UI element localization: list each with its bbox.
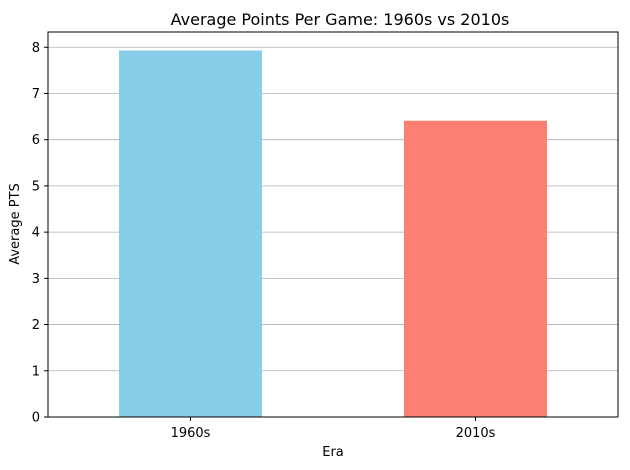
x-tick-label: 2010s bbox=[456, 426, 496, 441]
x-axis-ticks: 1960s 2010s bbox=[171, 417, 496, 441]
y-tick-label: 1 bbox=[32, 364, 40, 379]
chart-title: Average Points Per Game: 1960s vs 2010s bbox=[171, 10, 510, 29]
bar-2010s bbox=[404, 120, 547, 417]
y-tick-label: 0 bbox=[32, 411, 40, 426]
y-tick-label: 5 bbox=[32, 179, 40, 194]
bar-1960s bbox=[119, 50, 262, 417]
x-tick-label: 1960s bbox=[171, 426, 211, 441]
plot-frame bbox=[47, 31, 619, 418]
y-axis-label: Average PTS bbox=[8, 183, 23, 265]
y-tick-label: 6 bbox=[32, 133, 40, 148]
y-tick-label: 3 bbox=[32, 272, 40, 287]
y-axis-ticks: 0 1 2 3 4 5 6 7 8 bbox=[32, 41, 48, 426]
y-tick-label: 2 bbox=[32, 318, 40, 333]
y-tick-label: 4 bbox=[32, 226, 40, 241]
x-axis-label: Era bbox=[322, 445, 344, 460]
y-tick-label: 7 bbox=[32, 87, 40, 102]
y-tick-label: 8 bbox=[32, 41, 40, 56]
bars bbox=[119, 50, 547, 417]
